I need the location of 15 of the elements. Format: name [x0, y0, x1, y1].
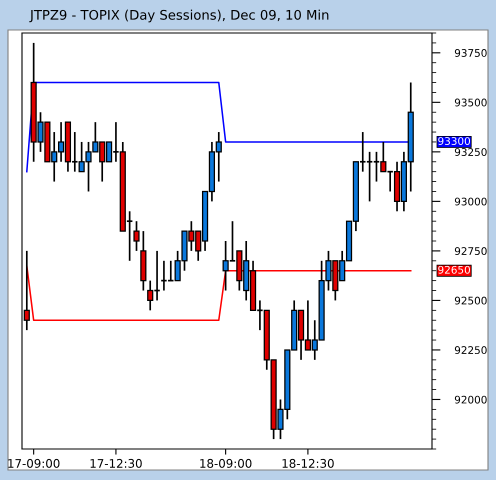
- y-tick-label: 93000: [454, 198, 487, 206]
- y-tick-label: 92500: [454, 296, 487, 305]
- y-tick-label: 92250: [454, 346, 487, 354]
- x-tick-label: 18-12:30: [282, 458, 334, 468]
- x-tick-label: 17-09:00: [8, 458, 60, 468]
- text: 93300: [438, 137, 470, 145]
- x-tick-label: 18-09:00: [200, 458, 252, 468]
- y-tick-label: 93750: [454, 49, 487, 57]
- chart-title: JTPZ9 - TOPIX (Day Sessions), Dec 09, 10 Min: [29, 10, 328, 22]
- y-tick-label: 93500: [454, 98, 487, 106]
- text: 92650: [438, 266, 470, 274]
- y-tick-label: 93250: [454, 148, 487, 156]
- y-tick-label: 92000: [454, 396, 487, 404]
- x-tick-label: 17-12:30: [90, 458, 142, 468]
- y-tick-label: 92750: [454, 247, 487, 256]
